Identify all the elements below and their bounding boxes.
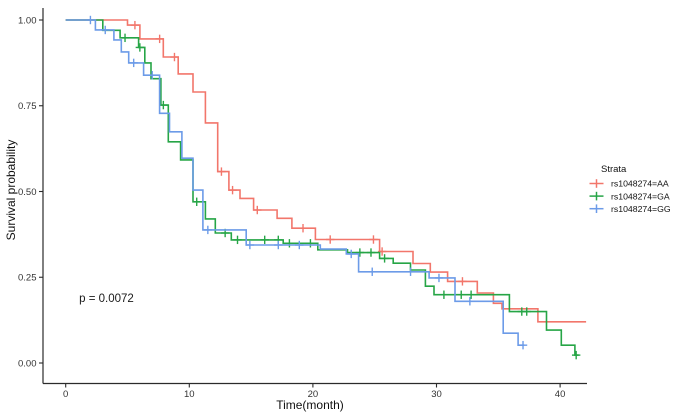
legend-title: Strata [601,164,627,175]
legend: rs1048274=AA rs1048274=GA rs1048274=GG [589,179,671,214]
y-tick-label: 0.00 [18,358,37,369]
legend-label-aa: rs1048274=AA [611,179,669,189]
axes [42,8,587,385]
x-axis: 0 10 20 30 40 [63,383,566,400]
legend-label-gg: rs1048274=GG [611,204,671,214]
curve-gg [65,19,525,346]
y-axis-title: Survival probability [4,140,18,241]
x-tick-label: 20 [308,389,319,400]
censors-aa [130,20,467,286]
legend-entry-ga: rs1048274=GA [589,191,670,201]
censors-ga [120,33,581,360]
y-tick-label: 0.25 [18,273,37,284]
y-tick-label: 1.00 [18,15,37,26]
y-axis: 0.00 0.25 0.50 0.75 1.00 [18,15,43,369]
x-axis-title: Time(month) [276,398,344,412]
curve-aa [65,19,587,323]
curve-ga [65,19,579,356]
survival-curves [65,15,587,360]
x-tick-label: 30 [431,389,442,400]
y-tick-label: 0.50 [18,187,37,198]
censors-gg [86,15,528,350]
legend-label-ga: rs1048274=GA [611,191,670,201]
p-value-annotation: p = 0.0072 [79,293,134,305]
y-tick-label: 0.75 [18,101,37,112]
x-tick-label: 0 [63,389,68,400]
x-tick-label: 10 [184,389,195,400]
legend-entry-aa: rs1048274=AA [589,179,669,189]
legend-entry-gg: rs1048274=GG [589,204,671,214]
x-tick-label: 40 [555,389,566,400]
